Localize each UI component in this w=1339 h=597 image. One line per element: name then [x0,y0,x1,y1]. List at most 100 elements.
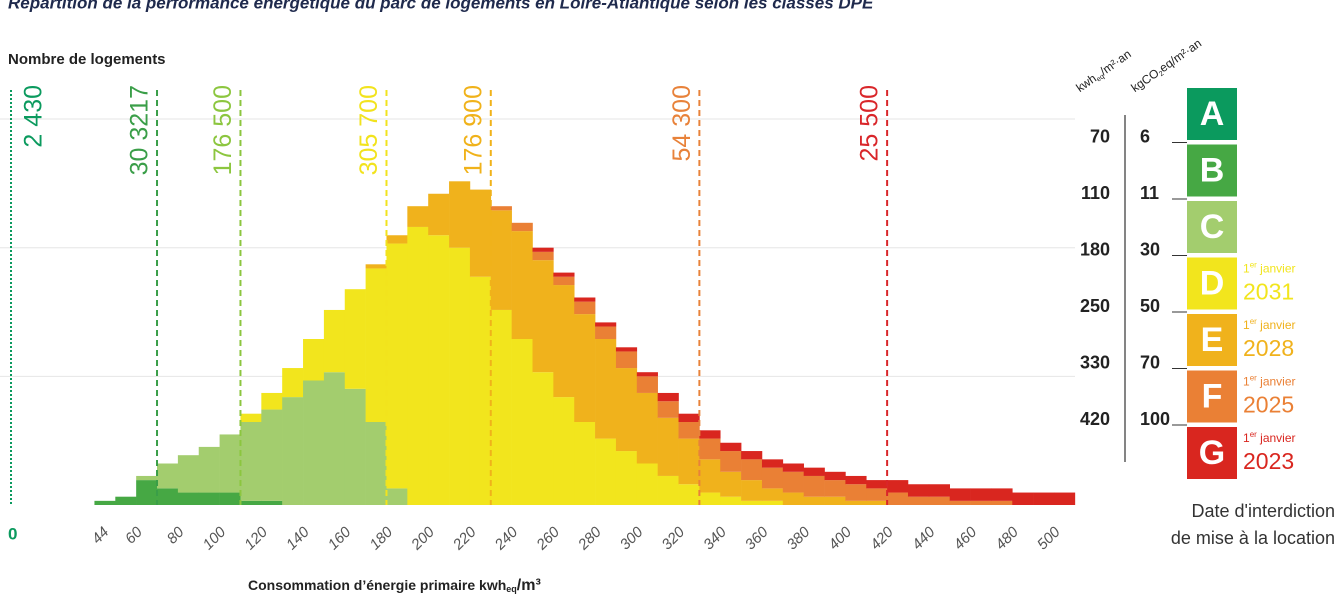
x-tick-label: 80 [164,523,188,547]
ban-label: 1er janvier [1243,430,1296,445]
bar [949,500,971,505]
bar [240,413,262,422]
bar [845,484,867,501]
bar [511,231,533,339]
text-part: janvier [1257,318,1296,332]
x-tick-label: 260 [533,523,564,554]
text-part: /m²·an [1097,47,1133,78]
x-tick-label: 500 [1034,523,1064,553]
bar [678,438,700,485]
bar [240,500,262,505]
bar [386,488,408,505]
bar [303,380,325,505]
bar [636,463,658,505]
bar [511,339,533,505]
bar [970,488,992,501]
text-part: 1 [1243,262,1250,276]
text-part: 1 [1243,375,1250,389]
bar [949,488,971,501]
co2-threshold: 100 [1140,409,1170,429]
chart-title: Répartition de la performance énergétiqu… [8,0,874,12]
x-axis-label: Consommation d’énergie primaire kwheq/m³ [248,577,541,595]
ban-caption: Date d'interdiction [1191,501,1335,521]
class-letter: F [1202,377,1223,415]
bar [553,272,575,277]
threshold-label: 305 700 [355,85,383,175]
bar [574,422,596,505]
text-part: eq [506,584,517,594]
bar [720,496,742,505]
bar [574,301,596,315]
bar [887,480,909,493]
text-part: 1 [1243,318,1250,332]
y-axis-label: Nombre de logements [8,51,166,68]
bar [365,268,387,422]
x-tick-label: 280 [574,523,605,554]
bar [157,463,179,489]
bar [282,368,304,398]
threshold-label: 2 430 [20,85,48,148]
x-tick-label: 44 [89,524,113,548]
bar [469,276,492,505]
text-part: eq [1095,73,1105,83]
text-part: janvier [1257,375,1296,389]
threshold-label: 25 500 [856,85,884,161]
bar [741,480,763,501]
bar [970,500,992,505]
bar [803,496,825,505]
bar [532,260,554,373]
threshold-label: 30 3217 [126,85,154,175]
bar [198,446,220,493]
bar [323,309,346,373]
bar [595,322,617,327]
bar [741,451,763,460]
bar [115,496,137,505]
text-part: er [1250,374,1257,383]
bar [407,226,429,505]
bar [219,434,241,493]
bar [803,467,825,476]
bar [657,417,679,476]
bar [678,413,700,422]
bar [741,500,763,505]
class-box [1187,314,1237,366]
bar [824,480,846,497]
class-box [1187,370,1237,423]
bar [1033,492,1055,505]
bar [595,438,617,505]
bar [261,392,283,410]
bar [761,459,784,468]
class-box [1187,201,1237,253]
ban-year: 2023 [1243,448,1294,474]
bar [595,326,617,339]
bar [824,496,846,505]
bar [678,484,700,505]
bar [866,488,888,501]
ban-year: 2025 [1243,392,1294,418]
bar [94,500,116,505]
x-tick-label: 120 [241,523,271,553]
bar [136,480,158,505]
text-part: /m³ [517,577,541,594]
text-part: er [1250,317,1257,326]
text-part: janvier [1257,262,1296,276]
class-letter: D [1200,264,1225,302]
bar [991,500,1013,505]
bar [344,289,366,389]
class-box [1187,257,1237,310]
bar [866,480,888,489]
bar [303,339,325,381]
threshold-label: 54 300 [668,85,696,161]
class-box [1187,427,1237,479]
bar [761,488,784,501]
threshold-label: 176 500 [209,85,237,175]
text-part: er [1250,430,1257,439]
x-tick-label: 300 [617,523,647,553]
scale-header: kwheq/m²·an [1074,47,1135,96]
bar [720,471,742,497]
bar [532,372,554,505]
bar [615,451,638,505]
x-tick-label: 400 [825,523,855,553]
bar [782,492,804,505]
